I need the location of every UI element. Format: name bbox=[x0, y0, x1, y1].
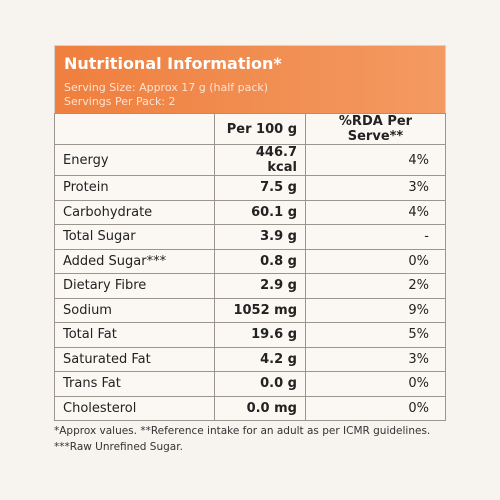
cell: 0% bbox=[305, 371, 446, 397]
cell: 0.0 mg bbox=[214, 395, 306, 421]
cell: 0.0 g bbox=[214, 371, 306, 397]
cell: 0% bbox=[305, 395, 446, 421]
title: Nutritional Information* bbox=[64, 54, 282, 73]
row: Dietary Fibre 2.9 g 2% bbox=[54, 273, 446, 299]
row: Saturated Fat 4.2 g 3% bbox=[54, 346, 446, 372]
cell: 4.2 g bbox=[214, 346, 306, 372]
cell: 2.9 g bbox=[214, 273, 306, 299]
nutrition-table: Per 100 g %RDA Per Serve** Energy 446.7 kca… bbox=[54, 113, 446, 421]
cell: Protein bbox=[54, 175, 215, 201]
cell: 446.7 kcal bbox=[214, 144, 306, 176]
row: Total Fat 19.6 g 5% bbox=[54, 322, 446, 348]
row: Total Sugar 3.9 g- bbox=[54, 224, 446, 250]
serving-size: Serving Size: Approx 17 g (half pack) bbox=[64, 81, 269, 94]
header-cell: %RDA Per Serve** bbox=[305, 113, 446, 145]
header-row: Per 100 g %RDA Per Serve** bbox=[54, 113, 446, 145]
cell: Carbohydrate bbox=[54, 199, 215, 225]
cell: Sodium bbox=[54, 297, 215, 323]
servings: Servings Per Pack: 2 bbox=[64, 95, 176, 108]
cell: 4% bbox=[305, 144, 446, 176]
cell: 3.9 g bbox=[214, 224, 306, 250]
row: Sodium 1052 mg 9% bbox=[54, 297, 446, 323]
cell: 2% bbox=[305, 273, 446, 299]
row: Energy 446.7 kcal 4% bbox=[54, 144, 446, 176]
header: Nutritional Information* Serving Size: A… bbox=[54, 45, 446, 113]
cell: Added Sugar*** bbox=[54, 248, 215, 274]
footnote: ***Raw Unrefined Sugar. bbox=[54, 441, 183, 453]
cell: 9% bbox=[305, 297, 446, 323]
cell: Trans Fat bbox=[54, 371, 215, 397]
row: Added Sugar*** 0.8 g 0% bbox=[54, 248, 446, 274]
cell: Saturated Fat bbox=[54, 346, 215, 372]
cell: Dietary Fibre bbox=[54, 273, 215, 299]
cell: 7.5 g bbox=[214, 175, 306, 201]
row: Cholesterol 0.0 mg 0% bbox=[54, 395, 446, 421]
row: Trans Fat 0.0 g 0% bbox=[54, 371, 446, 397]
cell: 0% bbox=[305, 248, 446, 274]
cell: 3% bbox=[305, 175, 446, 201]
row: Carbohydrate 60.1 g 4% bbox=[54, 199, 446, 225]
cell: - bbox=[305, 224, 446, 250]
cell: 19.6 g bbox=[214, 322, 306, 348]
footnote: *Approx values. **Reference intake for a… bbox=[54, 425, 431, 437]
cell: 0.8 g bbox=[214, 248, 306, 274]
cell: Cholesterol bbox=[54, 395, 215, 421]
cell: Energy bbox=[54, 144, 215, 176]
cell: Total Fat bbox=[54, 322, 215, 348]
cell: 4% bbox=[305, 199, 446, 225]
header-cell: Per 100 g bbox=[214, 113, 306, 145]
cell: Total Sugar bbox=[54, 224, 215, 250]
header-cell bbox=[54, 113, 215, 145]
row: Protein 7.5 g 3% bbox=[54, 175, 446, 201]
cell: 60.1 g bbox=[214, 199, 306, 225]
cell: 3% bbox=[305, 346, 446, 372]
cell: 5% bbox=[305, 322, 446, 348]
cell: 1052 mg bbox=[214, 297, 306, 323]
